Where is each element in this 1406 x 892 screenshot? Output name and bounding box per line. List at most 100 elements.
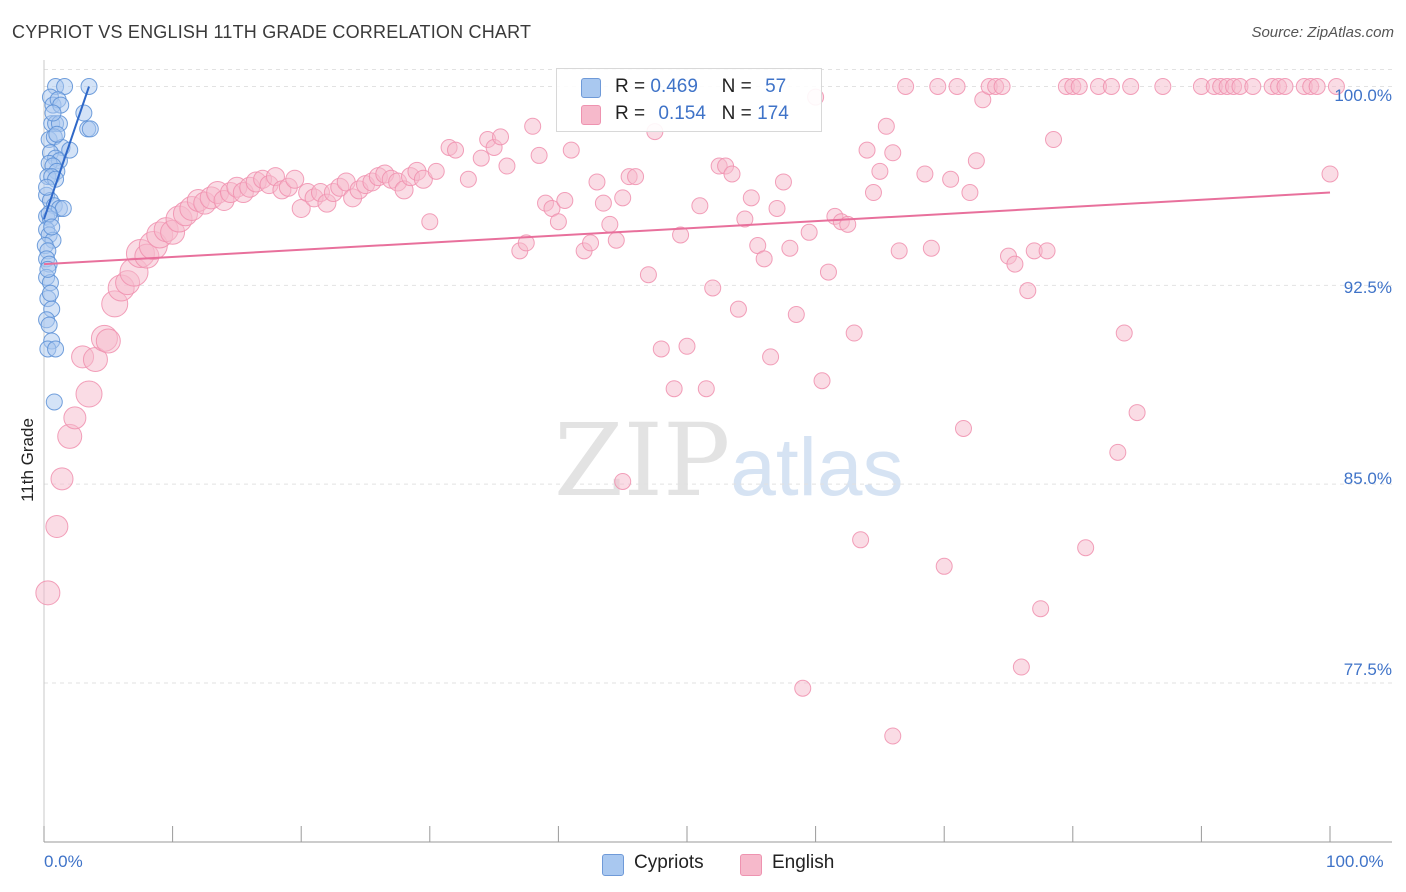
cypriots-point [41, 284, 59, 302]
english-point [897, 78, 915, 96]
english-point [1077, 539, 1095, 557]
english-trend-line [43, 191, 1331, 266]
english-point [1128, 404, 1146, 422]
english-point [498, 157, 516, 175]
english-point [1109, 443, 1127, 461]
english-n-value: 174 [757, 103, 789, 124]
y-tick-label-100: 100.0% [1334, 86, 1392, 105]
english-point [562, 141, 580, 159]
r-label: R = [615, 76, 646, 97]
english-point [285, 169, 305, 189]
english-point [1276, 78, 1294, 96]
english-point [762, 348, 780, 366]
y-axis-label: 11th Grade [18, 418, 37, 502]
trend-lines [43, 86, 1331, 266]
legend-swatch-cypriots [602, 854, 624, 876]
english-point [794, 679, 812, 697]
english-point [1115, 324, 1133, 342]
english-point [50, 467, 74, 491]
cypriots-point [44, 104, 62, 122]
cypriots-r-value: 0.469 [650, 76, 698, 97]
english-stats-text: R = 0.154 N = 174 [615, 103, 789, 125]
english-point [492, 128, 510, 146]
english-point [929, 78, 947, 96]
english-point [639, 266, 657, 284]
english-point [1019, 282, 1037, 300]
english-point [1070, 78, 1088, 96]
english-point [427, 162, 445, 180]
english-point [447, 141, 465, 159]
english-point [813, 372, 831, 390]
english-r-value: 0.154 [658, 103, 706, 124]
y-tick-label-92-5: 92.5% [1343, 278, 1392, 297]
english-point [459, 170, 477, 188]
english-point [877, 117, 895, 135]
english-point [852, 531, 870, 549]
cypriots-point [40, 316, 58, 334]
english-point [704, 279, 722, 297]
legend-label-cypriots: Cypriots [634, 852, 704, 873]
english-point [916, 165, 934, 183]
english-point [768, 199, 786, 217]
cypriots-trend-line [43, 86, 90, 220]
english-point [961, 184, 979, 202]
english-point [1038, 242, 1056, 260]
english-point [517, 234, 535, 252]
y-tick-label-77-5: 77.5% [1343, 660, 1392, 679]
english-point [1012, 658, 1030, 676]
legend-swatch-english [740, 854, 762, 876]
english-point [75, 380, 103, 408]
english-point [582, 234, 600, 252]
english-point [672, 226, 690, 244]
english-point [781, 239, 799, 257]
english-point [95, 328, 121, 354]
english-point [774, 173, 792, 191]
english-point [800, 223, 818, 241]
cypriots-point [47, 340, 65, 358]
axes [43, 60, 1392, 843]
watermark: ZIPatlas [554, 402, 904, 519]
source-label: Source: ZipAtlas.com [1251, 24, 1394, 41]
english-point [858, 141, 876, 159]
cypriots-point [43, 218, 61, 236]
n-label: N = [721, 103, 752, 124]
cypriots-n-value: 57 [765, 76, 787, 97]
english-point [549, 213, 567, 231]
cypriots-point [39, 260, 57, 278]
english-point [935, 557, 953, 575]
english-point [472, 149, 490, 167]
english-point [736, 210, 754, 228]
english-point [942, 170, 960, 188]
english-point [871, 162, 889, 180]
english-point [601, 215, 619, 233]
english-point [787, 305, 805, 323]
english-point [627, 168, 645, 186]
cypriots-swatch [581, 78, 601, 98]
english-point [63, 406, 87, 430]
english-point [652, 340, 670, 358]
english-point [922, 239, 940, 257]
english-swatch [581, 105, 601, 125]
watermark-atlas: atlas [730, 422, 904, 513]
english-point [864, 184, 882, 202]
english-point [524, 117, 542, 135]
english-point [948, 78, 966, 96]
x-tick-label-min: 0.0% [44, 852, 83, 871]
english-point [1122, 78, 1140, 96]
english-point [1244, 78, 1262, 96]
english-point [614, 189, 632, 207]
english-point [993, 78, 1011, 96]
cypriots-point [54, 199, 72, 217]
x-tick-label-max: 100.0% [1326, 852, 1384, 871]
r-label: R = [615, 103, 646, 124]
english-point [35, 580, 61, 606]
english-point [678, 337, 696, 355]
english-point [413, 169, 433, 189]
english-point [588, 173, 606, 191]
cypriots-stats-text: R = 0.469 N = 57 [615, 76, 786, 98]
cypriots-point [48, 125, 66, 143]
english-point [1045, 131, 1063, 149]
english-point [819, 263, 837, 281]
english-point [530, 146, 548, 164]
